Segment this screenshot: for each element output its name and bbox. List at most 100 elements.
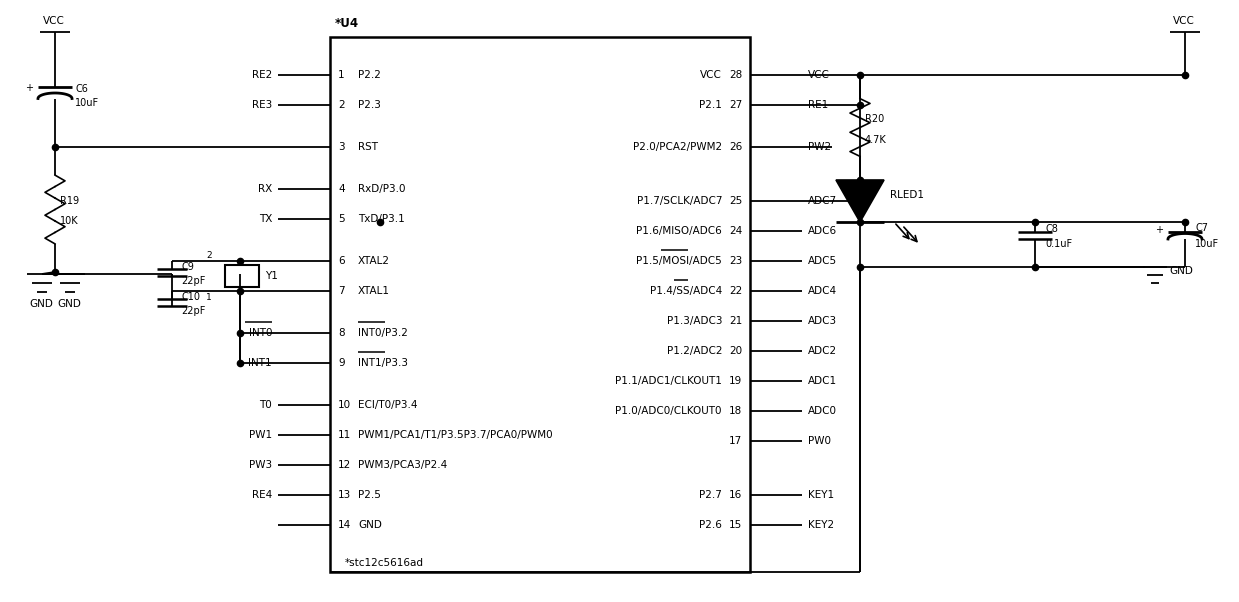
Text: VCC: VCC [43, 16, 64, 26]
Text: GND: GND [28, 299, 53, 309]
Text: 10: 10 [338, 400, 351, 410]
Text: 2: 2 [338, 100, 344, 110]
Text: C8: C8 [1044, 224, 1058, 234]
Text: PW1: PW1 [249, 430, 273, 440]
Text: 15: 15 [729, 520, 742, 530]
Text: 24: 24 [729, 226, 742, 236]
Text: XTAL1: XTAL1 [358, 286, 390, 296]
Text: 4.7K: 4.7K [865, 134, 887, 144]
Text: RE4: RE4 [252, 490, 273, 500]
Text: 21: 21 [729, 316, 742, 326]
Text: RE1: RE1 [808, 100, 828, 110]
Text: RE2: RE2 [252, 70, 273, 80]
Text: P2.7: P2.7 [699, 490, 722, 500]
Polygon shape [836, 180, 883, 222]
Text: *stc12c5616ad: *stc12c5616ad [344, 558, 424, 568]
Text: 20: 20 [729, 346, 742, 356]
Text: P2.1: P2.1 [699, 100, 722, 110]
Text: KEY1: KEY1 [808, 490, 834, 500]
Text: ADC4: ADC4 [808, 286, 838, 296]
Text: RLED1: RLED1 [890, 190, 924, 200]
Text: ADC6: ADC6 [808, 226, 838, 236]
Text: P2.3: P2.3 [358, 100, 380, 110]
Text: 25: 25 [729, 196, 742, 206]
Text: INT1: INT1 [248, 358, 273, 368]
Text: 26: 26 [729, 142, 742, 152]
Text: INT1/P3.3: INT1/P3.3 [358, 358, 408, 368]
Text: P1.0/ADC0/CLKOUT0: P1.0/ADC0/CLKOUT0 [616, 406, 722, 416]
Text: 1: 1 [206, 293, 212, 302]
Text: +: + [1155, 225, 1163, 235]
Text: P2.6: P2.6 [699, 520, 722, 530]
Text: 0.1uF: 0.1uF [1044, 239, 1072, 249]
Text: 17: 17 [729, 436, 742, 446]
Bar [225, 265, 259, 287]
Text: C10: C10 [181, 292, 199, 302]
Text: VCC: VCC [1173, 16, 1194, 26]
Text: PWM3/PCA3/P2.4: PWM3/PCA3/P2.4 [358, 460, 447, 470]
Text: P1.5/MOSI/ADC5: P1.5/MOSI/ADC5 [637, 256, 722, 266]
Text: 4: 4 [338, 184, 344, 194]
Text: P1.7/SCLK/ADC7: P1.7/SCLK/ADC7 [637, 196, 722, 206]
Text: ECI/T0/P3.4: ECI/T0/P3.4 [358, 400, 418, 410]
Text: TxD/P3.1: TxD/P3.1 [358, 214, 405, 224]
Text: 12: 12 [338, 460, 351, 470]
Text: 22pF: 22pF [181, 276, 206, 286]
Text: T0: T0 [259, 400, 273, 410]
Text: P1.1/ADC1/CLKOUT1: P1.1/ADC1/CLKOUT1 [615, 376, 722, 386]
Text: RST: RST [358, 142, 378, 152]
Text: P2.0/PCA2/PWM2: P2.0/PCA2/PWM2 [633, 142, 722, 152]
Bar [330, 37, 750, 572]
Text: Y1: Y1 [265, 271, 278, 281]
Text: RE3: RE3 [252, 100, 273, 110]
Text: GND: GND [358, 520, 382, 530]
Text: 16: 16 [729, 490, 742, 500]
Text: 6: 6 [338, 256, 344, 266]
Text: 10K: 10K [59, 217, 78, 226]
Text: *U4: *U4 [335, 16, 359, 29]
Text: 8: 8 [338, 328, 344, 338]
Text: VCC: VCC [700, 70, 722, 80]
Text: C6: C6 [76, 84, 88, 94]
Text: R20: R20 [865, 114, 885, 125]
Text: ADC7: ADC7 [808, 196, 838, 206]
Text: PW3: PW3 [249, 460, 273, 470]
Text: KEY2: KEY2 [808, 520, 834, 530]
Text: RxD/P3.0: RxD/P3.0 [358, 184, 405, 194]
Text: PWM1/PCA1/T1/P3.5P3.7/PCA0/PWM0: PWM1/PCA1/T1/P3.5P3.7/PCA0/PWM0 [358, 430, 553, 440]
Text: VCC: VCC [808, 70, 830, 80]
Text: 19: 19 [729, 376, 742, 386]
Text: 13: 13 [338, 490, 351, 500]
Text: 1: 1 [338, 70, 344, 80]
Text: 22pF: 22pF [181, 306, 206, 316]
Text: GND: GND [1170, 266, 1193, 276]
Text: INT0: INT0 [249, 328, 273, 338]
Text: ADC5: ADC5 [808, 256, 838, 266]
Text: 14: 14 [338, 520, 351, 530]
Text: P2.2: P2.2 [358, 70, 380, 80]
Text: P1.3/ADC3: P1.3/ADC3 [667, 316, 722, 326]
Text: 5: 5 [338, 214, 344, 224]
Text: P1.2/ADC2: P1.2/ADC2 [667, 346, 722, 356]
Text: 18: 18 [729, 406, 742, 416]
Text: P1.6/MISO/ADC6: P1.6/MISO/ADC6 [637, 226, 722, 236]
Text: P2.5: P2.5 [358, 490, 380, 500]
Text: +: + [25, 83, 33, 93]
Text: 10uF: 10uF [76, 98, 99, 108]
Text: ADC1: ADC1 [808, 376, 838, 386]
Text: P1.4/SS/ADC4: P1.4/SS/ADC4 [649, 286, 722, 296]
Text: 22: 22 [729, 286, 742, 296]
Text: ADC3: ADC3 [808, 316, 838, 326]
Text: XTAL2: XTAL2 [358, 256, 390, 266]
Text: 2: 2 [207, 250, 212, 259]
Text: PW2: PW2 [808, 142, 831, 152]
Text: TX: TX [259, 214, 273, 224]
Text: C7: C7 [1194, 223, 1208, 233]
Text: 9: 9 [338, 358, 344, 368]
Text: ADC0: ADC0 [808, 406, 838, 416]
Text: 23: 23 [729, 256, 742, 266]
Text: 11: 11 [338, 430, 351, 440]
Text: 3: 3 [338, 142, 344, 152]
Text: 27: 27 [729, 100, 742, 110]
Text: PW0: PW0 [808, 436, 831, 446]
